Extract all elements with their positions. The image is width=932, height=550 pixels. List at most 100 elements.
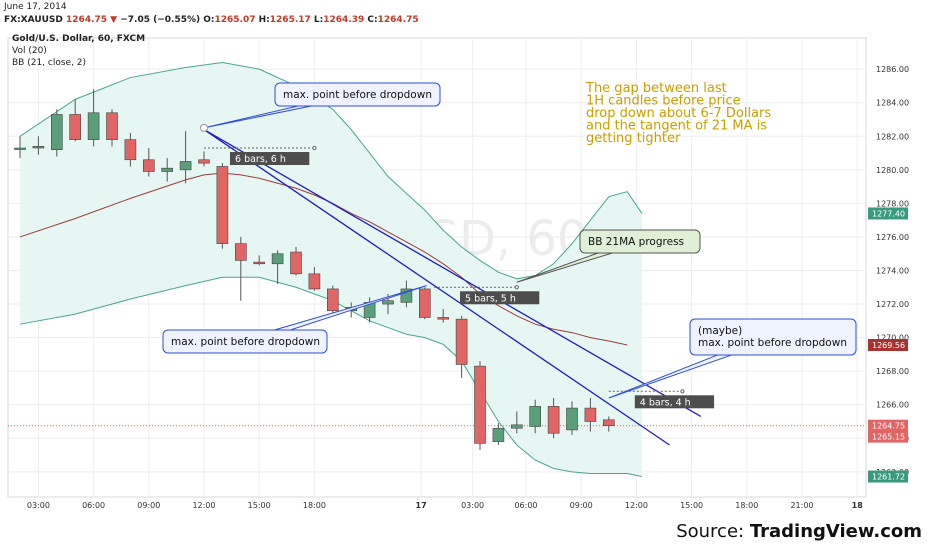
candle <box>474 361 486 451</box>
candle-body <box>14 147 26 150</box>
source-credit: Source: TradingView.com <box>676 521 922 542</box>
close-label: C: <box>367 15 378 25</box>
callout-box <box>274 82 441 107</box>
candle <box>50 109 63 157</box>
measure-handle <box>514 285 519 290</box>
candle-body <box>50 114 63 151</box>
callout-box <box>162 329 328 354</box>
candle <box>14 136 26 159</box>
candle-body <box>161 167 173 172</box>
candle <box>308 267 321 291</box>
candle <box>198 151 210 167</box>
time-tick-label: 03:00 <box>461 501 484 510</box>
price-tick-label: 1270.00 <box>876 334 909 343</box>
high-value: 1265.17 <box>269 15 311 25</box>
time-tick-label: 18:00 <box>735 501 758 510</box>
candle-body <box>32 146 45 149</box>
low-label: L: <box>313 15 324 25</box>
candle-body <box>87 112 100 140</box>
candle-body <box>143 159 155 172</box>
measure-label-box <box>634 395 715 409</box>
price-tick-label: 1284.00 <box>876 99 909 108</box>
time-tick-label: 15:00 <box>680 501 703 510</box>
low-value: 1264.39 <box>323 15 365 25</box>
candle-body <box>271 253 284 265</box>
candle <box>547 398 560 439</box>
bollinger-band-fill <box>20 62 642 477</box>
candle-body <box>179 161 192 171</box>
time-tick-label: 06:00 <box>82 501 105 510</box>
candle <box>602 416 615 432</box>
candle <box>418 287 431 320</box>
time-tick-label: 12:00 <box>192 501 215 510</box>
candle-body <box>602 419 615 426</box>
callout-text: BB 21MA progress <box>588 236 684 248</box>
price-mark-box <box>868 338 908 351</box>
candle-body <box>216 166 229 244</box>
candle <box>510 411 523 434</box>
callout-box <box>689 318 857 356</box>
price-tick-label: 1268.00 <box>876 367 909 376</box>
candle-body <box>566 407 578 431</box>
candle-body <box>474 365 486 444</box>
trend-line <box>203 129 670 446</box>
candle <box>143 148 155 177</box>
measure-label-box <box>460 291 540 305</box>
candle <box>106 109 118 147</box>
measure-label: 6 bars, 6 h <box>235 154 286 165</box>
candle <box>32 136 45 155</box>
open-label: O: <box>203 15 215 25</box>
candle-body <box>382 300 394 305</box>
legend-bollinger[interactable]: BB (21, close, 2) <box>12 58 87 68</box>
candle <box>124 132 137 167</box>
candle-body <box>198 159 210 164</box>
price-mark-box <box>868 207 908 220</box>
price-mark-label: 1265.15 <box>872 433 905 442</box>
measure-label-box <box>230 152 310 166</box>
price-tick-label: 1278.00 <box>876 199 909 208</box>
candle <box>492 423 505 445</box>
candle-body <box>437 317 450 320</box>
candle-body <box>418 288 431 318</box>
candle <box>179 131 192 184</box>
time-tick-label: 09:00 <box>137 501 160 510</box>
candle <box>161 158 173 182</box>
callout-text: max. point before dropdown <box>283 89 432 101</box>
callout-text: max. point before dropdown <box>698 337 847 349</box>
candle-body <box>326 288 339 312</box>
candle-body <box>69 114 81 140</box>
price-mark-box <box>868 470 908 483</box>
last-price: 1264.75 <box>66 15 108 25</box>
candle <box>529 399 542 434</box>
candle <box>87 89 100 147</box>
chart-date: June 17, 2014 <box>4 2 67 12</box>
candle <box>69 99 81 142</box>
candle <box>253 255 265 266</box>
callout-text: (maybe) <box>698 325 742 337</box>
callout-box <box>579 229 701 254</box>
price-tick-label: 1272.00 <box>876 300 909 309</box>
candle <box>326 285 339 316</box>
price-mark-box <box>868 430 908 443</box>
time-tick-label: 18 <box>852 501 864 510</box>
candle-body <box>584 407 597 422</box>
high-label: H: <box>258 15 270 25</box>
candle <box>584 398 597 432</box>
candle <box>400 280 413 308</box>
symbol-label[interactable]: FX:XAUUSD <box>4 15 63 25</box>
price-tick-label: 1276.00 <box>876 233 909 242</box>
candle-body <box>290 251 302 275</box>
candle <box>216 163 229 249</box>
price-mark-label: 1269.56 <box>872 341 905 350</box>
candle-body <box>106 112 118 140</box>
close-value: 1264.75 <box>377 15 419 25</box>
legend-volume[interactable]: Vol (20) <box>12 46 47 56</box>
price-mark-label: 1264.75 <box>872 422 905 431</box>
candle-body <box>400 288 413 303</box>
open-value: 1265.07 <box>214 15 256 25</box>
candle <box>437 309 450 323</box>
candle <box>290 247 302 276</box>
annotation-text: and the tangent of 21 MA is <box>586 119 767 134</box>
candle-body <box>235 243 247 261</box>
